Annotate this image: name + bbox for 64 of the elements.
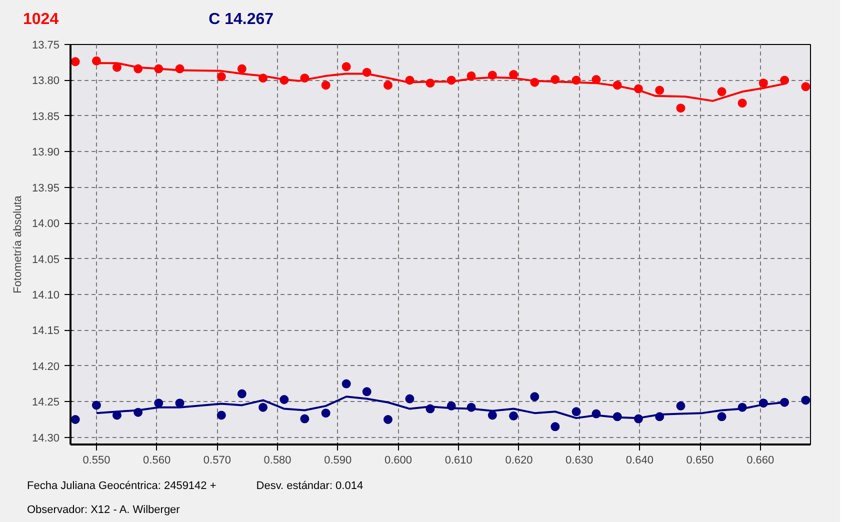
point	[154, 398, 164, 408]
point	[655, 86, 664, 95]
x-tick-label: 0.650	[686, 454, 714, 466]
x-tick-label: 0.570	[203, 454, 231, 466]
point	[362, 387, 372, 396]
y-axis-title: Fotometría absoluta	[12, 194, 24, 294]
x-tick-label: 0.550	[82, 454, 110, 466]
y-tick-label: 14.10	[32, 290, 60, 302]
text: Observador: X12 - A. Wilberger	[27, 504, 180, 516]
point	[738, 98, 747, 108]
point	[676, 401, 686, 410]
point	[488, 410, 497, 420]
point	[676, 104, 686, 113]
y-tick-label: 14.15	[32, 325, 60, 338]
y-tick-label: 14.30	[32, 432, 60, 444]
text: Fecha Juliana Geocéntrica: 2459142 +	[27, 480, 216, 492]
x-tick-label: 0.660	[746, 454, 774, 466]
point	[405, 394, 414, 404]
point	[258, 402, 268, 412]
point	[383, 415, 392, 424]
point	[216, 72, 226, 82]
point	[717, 412, 726, 422]
x-tick-label: 0.590	[324, 454, 352, 466]
point	[758, 78, 768, 88]
y-tick-label: 14.05	[32, 254, 60, 266]
y-tick-label: 13.95	[32, 182, 60, 194]
y-tick-label: 14.00	[32, 218, 60, 230]
point	[509, 411, 518, 420]
point	[801, 82, 810, 92]
point	[550, 422, 560, 432]
point	[216, 410, 226, 420]
point	[780, 76, 790, 85]
point	[321, 80, 330, 90]
point	[300, 414, 310, 424]
point	[717, 87, 726, 96]
point	[237, 64, 246, 74]
y-tick-label: 13.90	[32, 146, 60, 159]
x-tick-label: 0.580	[264, 454, 292, 466]
point	[383, 80, 392, 90]
point	[70, 57, 80, 66]
point	[530, 392, 540, 402]
point	[801, 396, 810, 405]
point	[342, 379, 351, 388]
text: 1024	[23, 10, 59, 30]
text: C 14.267	[208, 10, 274, 30]
point	[321, 408, 330, 418]
point	[280, 395, 289, 404]
text: Desv. estándar: 0.014	[256, 480, 364, 492]
point	[572, 407, 581, 416]
point	[92, 400, 101, 410]
y-tick-label: 13.80	[32, 75, 60, 88]
x-tick-label: 0.600	[384, 454, 412, 466]
y-tick-label: 14.25	[32, 396, 60, 409]
x-tick-label: 0.620	[505, 454, 533, 466]
x-tick-label: 0.560	[143, 454, 171, 466]
point	[237, 389, 246, 398]
y-tick-label: 14.20	[32, 360, 60, 373]
x-tick-label: 0.630	[566, 454, 594, 466]
y-tick-label: 13.85	[32, 110, 60, 123]
point	[70, 415, 80, 424]
point	[342, 62, 351, 72]
x-tick-label: 0.640	[626, 454, 654, 466]
y-tick-label: 13.75	[32, 40, 60, 52]
x-tick-label: 0.610	[444, 454, 472, 466]
